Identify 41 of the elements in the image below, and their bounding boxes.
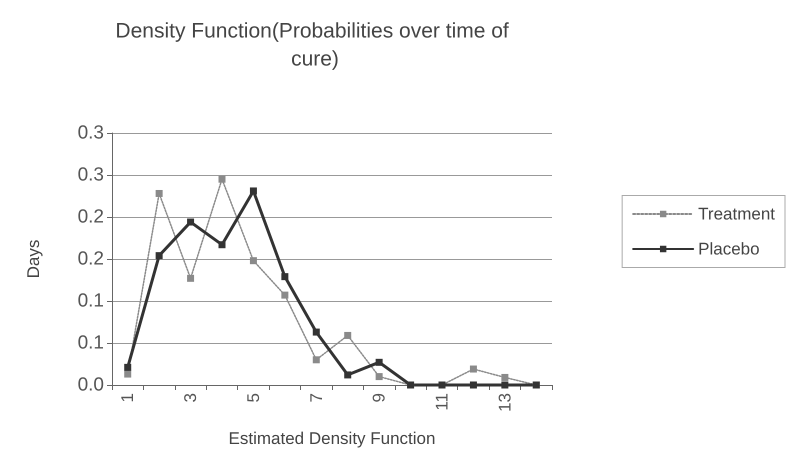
point — [312, 328, 320, 336]
x-tick-label: 1 — [118, 393, 138, 402]
point — [501, 374, 508, 381]
point — [250, 187, 257, 194]
point — [124, 370, 132, 378]
x-tick-label: 9 — [370, 393, 389, 402]
point — [218, 241, 226, 248]
x-tick-label: 5 — [244, 393, 263, 402]
y-tick-label: 0.0 — [78, 374, 104, 396]
point — [281, 273, 288, 280]
x-axis-title: Estimated Density Function — [228, 429, 436, 448]
point — [344, 332, 352, 339]
point — [312, 356, 320, 364]
y-tick-label: 0.2 — [78, 248, 104, 270]
point — [376, 358, 383, 366]
y-tick-label: 0.3 — [78, 164, 104, 186]
point — [344, 371, 352, 378]
x-tick-label: 3 — [181, 393, 200, 402]
x-tick-label: 7 — [306, 393, 326, 402]
point — [187, 274, 194, 282]
x-tick-label: 13 — [495, 393, 514, 412]
legend-label: Placebo — [698, 240, 760, 258]
point — [376, 373, 383, 380]
y-axis-title: Days — [24, 240, 43, 278]
y-tick-label: 0.1 — [78, 290, 104, 312]
point — [470, 366, 477, 373]
point — [250, 257, 257, 264]
point — [124, 364, 132, 371]
point — [218, 176, 226, 183]
point — [470, 382, 477, 388]
point — [501, 382, 508, 388]
point — [156, 190, 163, 197]
legend-label: Treatment — [698, 204, 776, 224]
y-tick-label: 0.1 — [78, 332, 104, 354]
x-tick-label: 11 — [432, 393, 452, 411]
y-tick-label: 0.3 — [78, 122, 104, 144]
point — [187, 218, 194, 226]
point — [281, 292, 288, 299]
chart-title: Density Function(Probabilities over time of cure) — [115, 20, 515, 70]
y-tick-label: 0.2 — [78, 206, 104, 228]
point — [156, 252, 163, 260]
